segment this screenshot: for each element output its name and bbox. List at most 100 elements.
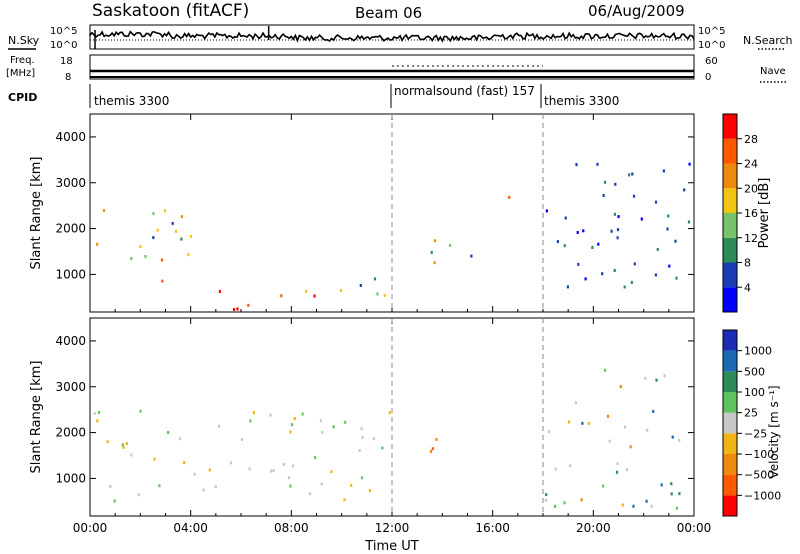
colorbar-tick: 28 [744, 133, 758, 146]
velocity-cell [678, 492, 681, 496]
velocity-cell [113, 499, 116, 503]
ytick-label: 4000 [55, 334, 86, 348]
xtick-label: 16:00 [475, 521, 510, 535]
velocity-cell [670, 492, 673, 496]
colorbar-swatch [723, 287, 737, 312]
colorbar-swatch [723, 213, 737, 238]
velocity-cell [122, 445, 125, 449]
nsearch-tick-bottom: 10^0 [698, 40, 725, 51]
velocity-cell [632, 504, 635, 508]
power-cell [189, 234, 193, 238]
velocity-cell [272, 469, 275, 473]
velocity-cell [360, 476, 364, 480]
velocity-cell [218, 424, 221, 428]
velocity-cell [645, 499, 648, 503]
power-cell [675, 276, 678, 280]
power-cell [152, 212, 155, 216]
colorbar-swatch [723, 163, 737, 189]
colorbar-tick: −500 [744, 469, 774, 482]
velocity-cell [121, 443, 124, 447]
velocity-cell [660, 483, 663, 487]
velocity-cell [624, 425, 627, 429]
power-cell [339, 289, 342, 292]
power-cell [359, 284, 362, 287]
power-cell [576, 231, 579, 234]
colorbar-swatch [723, 495, 737, 516]
power-cell [160, 258, 164, 262]
velocity-cell [106, 440, 109, 444]
colorbar-tick: 1000 [744, 345, 772, 358]
power-cell [163, 209, 166, 213]
velocity-cell [214, 485, 217, 489]
nsky-tick-bottom: 10^0 [50, 40, 77, 51]
velocity-cell [580, 498, 583, 502]
velocity-cell [308, 492, 312, 496]
nave-tick-top: 60 [705, 56, 718, 67]
colorbar-tick: 24 [744, 158, 758, 171]
velocity-cell [289, 484, 292, 488]
power-cell [433, 261, 436, 265]
velocity-cell [650, 504, 653, 508]
velocity-cell [319, 419, 323, 423]
power-cell [654, 273, 657, 277]
velocity-cell [545, 493, 548, 497]
power-cell [508, 195, 511, 199]
power-cell [171, 221, 174, 225]
velocity-cell [581, 421, 584, 425]
velocity-cell [615, 470, 619, 474]
power-cell [187, 253, 190, 257]
nave-label: Nave [760, 66, 786, 77]
velocity-cell [167, 431, 170, 434]
velocity-cell [153, 457, 156, 461]
power-cell [630, 280, 633, 284]
colorbar-tick: 16 [744, 207, 758, 220]
velocity-cell [655, 378, 658, 382]
velocity-cell [604, 368, 607, 372]
velocity-cell [608, 439, 611, 443]
power-cell [247, 303, 250, 307]
velocity-cell [270, 469, 273, 473]
xtick-label: 00:00 [677, 521, 712, 535]
cpid-segment-1: themis 3300 [94, 94, 169, 108]
ytick-label: 4000 [55, 130, 86, 144]
power-cell [102, 209, 106, 212]
ytick-label: 2000 [55, 426, 86, 440]
power-cell [563, 244, 566, 248]
velocity-cell [616, 462, 619, 466]
velocity-cell [554, 504, 557, 508]
date-title: 06/Aug/2009 [588, 2, 685, 20]
power-cell [596, 162, 599, 166]
velocity-cell [332, 425, 335, 429]
velocity-cell [675, 506, 678, 510]
velocity-cell [330, 470, 333, 474]
velocity-cell [193, 472, 196, 476]
xtick-label: 00:00 [73, 521, 108, 535]
nave-tick-bottom: 0 [705, 72, 711, 83]
power-cell [373, 277, 377, 281]
power-cell [470, 254, 473, 258]
power-cell [601, 272, 604, 276]
freq-label: Freq. [10, 55, 35, 66]
colorbar-swatch [723, 138, 737, 164]
beam-title: Beam 06 [355, 4, 422, 22]
velocity-cell [301, 412, 304, 416]
cpid-segment-3: themis 3300 [544, 94, 619, 108]
velocity-cell [130, 453, 133, 457]
power-cell [280, 294, 283, 298]
colorbar-swatch [723, 474, 737, 496]
ytick-label: 3000 [55, 380, 86, 394]
velocity-cell [554, 467, 557, 471]
power-cell [674, 239, 677, 243]
velocity-cell [183, 461, 186, 465]
power-cell [383, 293, 386, 297]
power-cell [613, 269, 616, 272]
velocity-cell [435, 438, 438, 441]
xtick-label: 08:00 [274, 521, 309, 535]
velocity-cell [139, 409, 142, 413]
power-cell [96, 242, 99, 246]
colorbar-swatch [723, 433, 737, 454]
power-cell [632, 194, 636, 198]
velocity-cell [625, 468, 628, 472]
power-cell [613, 212, 616, 216]
colorbar-tick: 8 [744, 257, 751, 270]
